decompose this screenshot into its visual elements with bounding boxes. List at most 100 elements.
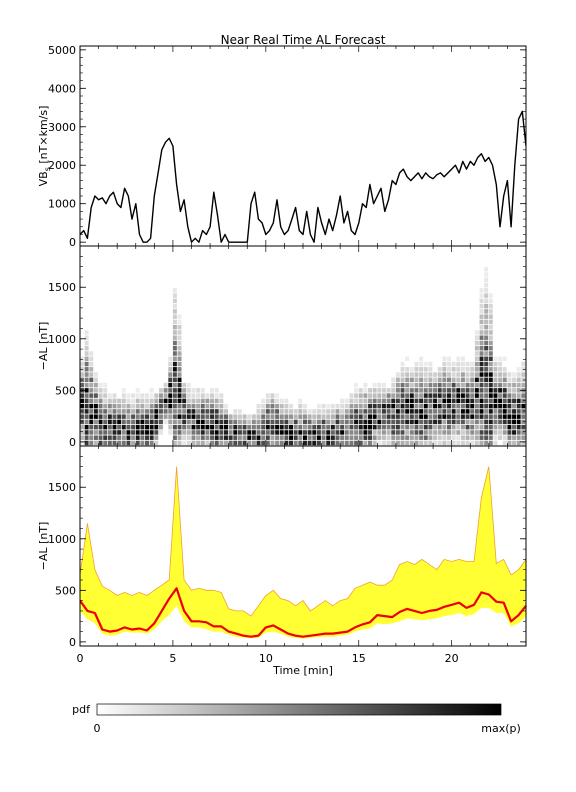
pdf-cell [358,393,363,398]
pdf-cell [488,393,493,398]
pdf-cell [219,414,224,419]
pdf-cell [484,298,489,304]
pdf-cell [400,414,405,419]
pdf-cell [205,398,210,404]
pdf-cell [279,440,284,446]
pdf-cell [228,440,233,446]
pdf-cell [186,424,191,430]
pdf-cell [237,440,242,446]
pdf-cell [196,435,201,440]
pdf-cell [460,372,465,377]
pdf-cell [191,398,196,404]
pdf-cell [117,414,122,419]
pdf-cell [395,409,400,414]
pdf-cell [488,382,493,388]
pdf-cell [307,414,312,419]
pdf-cell [479,340,484,346]
pdf-cell [168,377,173,383]
pdf-cell [126,414,131,419]
pdf-cell [428,382,433,388]
pdf-cell [344,440,349,446]
pdf-cell [103,382,108,388]
pdf-cell [335,435,340,440]
pdf-cell [84,367,89,372]
pdf-cell [437,430,442,435]
pdf-cell [182,424,187,430]
pdf-cell [414,372,419,377]
pdf-cell [470,377,475,383]
pdf-cell [400,424,405,430]
pdf-cell [447,361,451,367]
pdf-cell [80,424,84,430]
pdf-cell [368,414,372,419]
pdf-cell [456,398,461,404]
pdf-cell [414,403,419,409]
pdf-cell [372,398,377,404]
pdf-cell [502,440,507,446]
pdf-cell [479,351,484,356]
pdf-cell [460,435,465,440]
forecast-median-line [80,587,526,638]
pdf-cell [121,430,126,435]
pdf-cell [168,372,173,377]
pdf-cell [460,382,465,388]
pdf-cell [372,419,377,425]
pdf-cell [502,403,507,409]
y-tick-label: 500 [55,584,76,597]
pdf-cell [168,414,173,419]
pdf-cell [117,419,122,425]
pdf-cell [158,414,163,419]
pdf-cell [433,398,438,404]
pdf-cell [275,398,280,404]
pdf-cell [488,298,493,304]
pdf-cell [117,398,122,404]
y-tick-label: 0 [69,436,76,449]
pdf-cell [335,424,340,430]
pdf-cell [433,372,438,377]
pdf-cell [303,414,307,419]
pdf-cell [484,367,489,372]
pdf-cell [349,419,354,425]
pdf-cell [465,430,470,435]
pdf-cell [177,388,182,393]
pdf-cell [391,414,396,419]
pdf-cell [284,424,289,430]
pdf-cell [298,403,303,409]
pdf-cell [488,424,493,430]
pdf-cell [358,430,363,435]
pdf-cell [247,414,252,419]
pdf-cell [363,414,368,419]
pdf-cell [80,372,84,377]
pdf-cell [284,409,289,414]
pdf-cell [107,409,112,414]
pdf-cell [502,424,507,430]
pdf-cell [512,372,517,377]
pdf-cell [89,372,94,377]
pdf-cell [428,367,433,372]
pdf-cell [484,288,489,293]
pdf-cell [158,419,163,425]
pdf-cell [474,430,479,435]
pdf-cell [154,440,159,446]
pdf-cell [172,330,177,335]
pdf-cell [191,424,196,430]
pdf-cell [423,367,428,372]
pdf-cell [442,414,447,419]
pdf-cell [316,435,321,440]
pdf-cell [89,435,94,440]
pdf-cell [284,430,289,435]
pdf-cell [377,430,382,435]
pdf-cell [507,393,512,398]
pdf-cell [224,419,228,425]
pdf-cell [168,424,173,430]
pdf-cell [200,435,205,440]
pdf-cell [479,393,484,398]
pdf-cell [298,430,303,435]
pdf-cell [237,424,242,430]
pdf-cell [414,414,419,419]
pdf-cell [298,419,303,425]
pdf-cell [121,403,126,409]
figure-title: Near Real Time AL Forecast [221,33,386,47]
pdf-cell [172,398,177,404]
panel-al-forecast: 0 500 1000 1500 0 5 10 15 20 −AL [nT] Time [min] [37,445,527,677]
